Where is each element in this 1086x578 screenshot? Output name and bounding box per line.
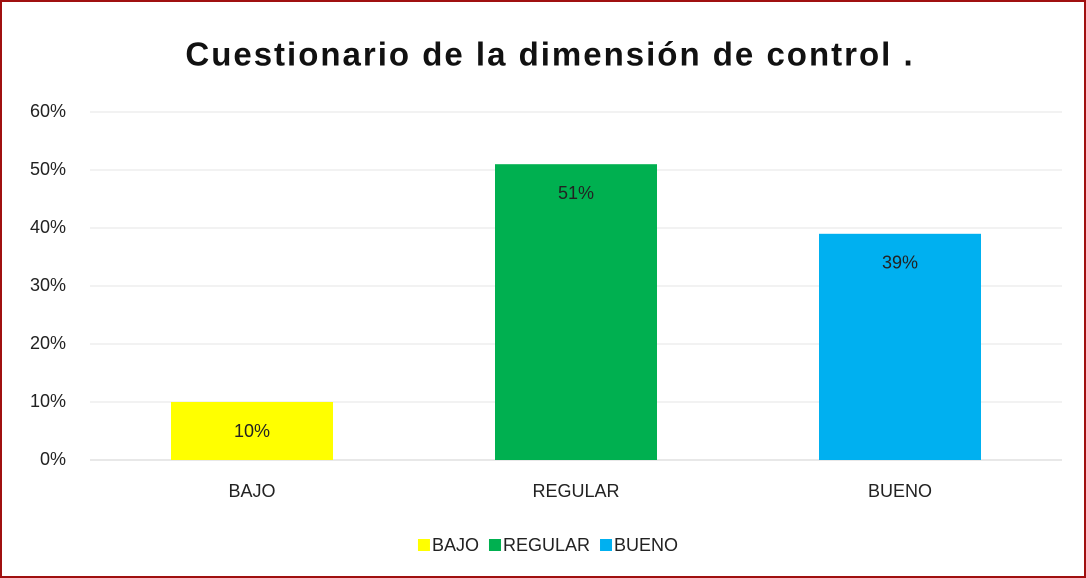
legend-swatch <box>417 539 430 551</box>
y-tick-label: 50% <box>30 159 66 179</box>
data-label: 51% <box>558 183 594 203</box>
data-label: 10% <box>234 421 270 441</box>
y-tick-label: 20% <box>30 333 66 353</box>
bar <box>171 402 333 460</box>
y-tick-label: 30% <box>30 275 66 295</box>
chart-title: Cuestionario de la dimensión de control … <box>185 36 914 73</box>
y-tick-label: 60% <box>30 101 66 121</box>
data-label: 39% <box>882 253 918 273</box>
bar <box>495 164 657 460</box>
y-tick-label: 0% <box>40 449 66 469</box>
legend: BAJO REGULAR BUENO <box>417 535 678 555</box>
x-tick-label: REGULAR <box>532 481 619 501</box>
y-tick-label: 10% <box>30 391 66 411</box>
legend-swatch <box>600 539 613 551</box>
x-tick-label: BAJO <box>228 481 275 501</box>
legend-label: REGULAR <box>503 535 590 555</box>
legend-swatch <box>488 539 501 551</box>
x-tick-label: BUENO <box>868 481 932 501</box>
legend-label: BAJO <box>432 535 479 555</box>
legend-label: BUENO <box>614 535 678 555</box>
bar <box>819 233 981 460</box>
y-tick-label: 40% <box>30 217 66 237</box>
